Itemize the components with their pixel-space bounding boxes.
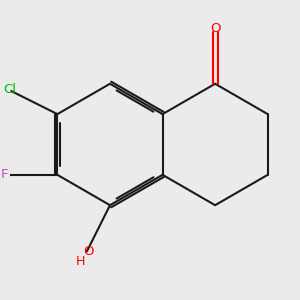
Text: H: H xyxy=(76,255,86,268)
Text: Cl: Cl xyxy=(4,83,16,96)
Text: O: O xyxy=(83,245,93,258)
Text: F: F xyxy=(1,168,8,181)
Text: O: O xyxy=(210,22,220,35)
